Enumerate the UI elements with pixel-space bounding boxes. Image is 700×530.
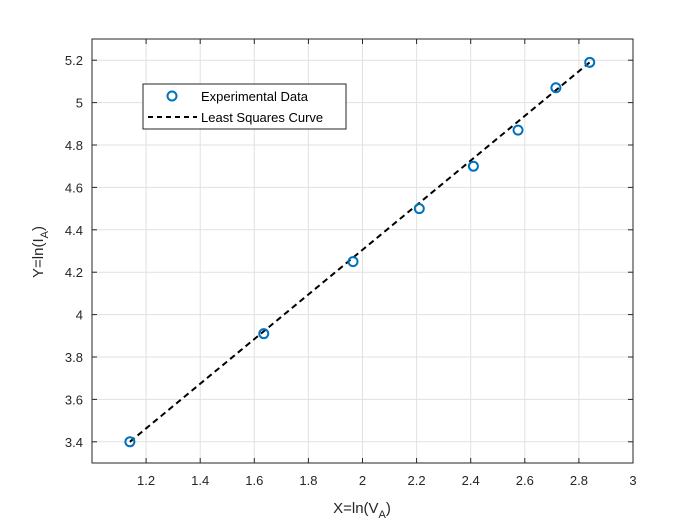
y-tick-label: 3.4 xyxy=(65,435,83,450)
data-point xyxy=(512,124,524,136)
y-tick-label: 4.6 xyxy=(65,180,83,195)
data-point xyxy=(550,82,562,94)
x-tick-label: 1.6 xyxy=(245,473,263,488)
x-tick-label: 3 xyxy=(629,473,636,488)
x-tick-label: 2.8 xyxy=(570,473,588,488)
data-point xyxy=(124,436,136,448)
legend: Experimental Data Least Squares Curve xyxy=(142,83,347,130)
y-tick-label: 3.6 xyxy=(65,392,83,407)
x-tick-label: 1.4 xyxy=(191,473,209,488)
data-point xyxy=(347,256,359,268)
x-tick-label: 2.2 xyxy=(408,473,426,488)
x-tick-label: 2.4 xyxy=(462,473,480,488)
y-tick-label: 4.2 xyxy=(65,265,83,280)
y-axis-label: Y=ln(IA) xyxy=(30,226,51,278)
x-tick-label: 2 xyxy=(359,473,366,488)
x-tick-label: 1.8 xyxy=(299,473,317,488)
x-axis-label-close: ) xyxy=(386,500,391,517)
x-axis-label: X=ln(VA) xyxy=(333,500,391,521)
y-axis-label-subscript: A xyxy=(39,230,51,238)
legend-marker-experimental-data xyxy=(166,90,178,102)
y-tick-label: 3.8 xyxy=(65,350,83,365)
x-axis-label-main: X=ln(V xyxy=(333,500,378,517)
y-tick-label: 4 xyxy=(76,308,83,323)
data-point xyxy=(413,203,425,215)
x-axis-label-subscript: A xyxy=(379,509,387,521)
data-point xyxy=(467,160,479,172)
x-tick-label: 1.2 xyxy=(137,473,155,488)
legend-label-experimental-data: Experimental Data xyxy=(201,89,309,104)
y-axis-label-main: Y=ln(I xyxy=(30,238,47,278)
y-tick-label: 5.2 xyxy=(65,53,83,68)
y-tick-label: 5 xyxy=(76,96,83,111)
y-tick-label: 4.8 xyxy=(65,138,83,153)
legend-box xyxy=(142,83,347,130)
plot-area xyxy=(124,56,596,448)
data-point xyxy=(258,328,270,340)
legend-label-least-squares: Least Squares Curve xyxy=(201,110,323,125)
data-point xyxy=(584,56,596,68)
grid xyxy=(92,39,634,463)
y-axis-label-close: ) xyxy=(30,226,47,231)
axes: 1.2 1.4 1.6 1.8 2 2.2 2.4 2.6 2.8 3 3.4 3.6 3.8 4 4.2 4… xyxy=(65,38,637,488)
x-tick-label: 2.6 xyxy=(516,473,534,488)
y-tick-label: 4.4 xyxy=(65,223,83,238)
